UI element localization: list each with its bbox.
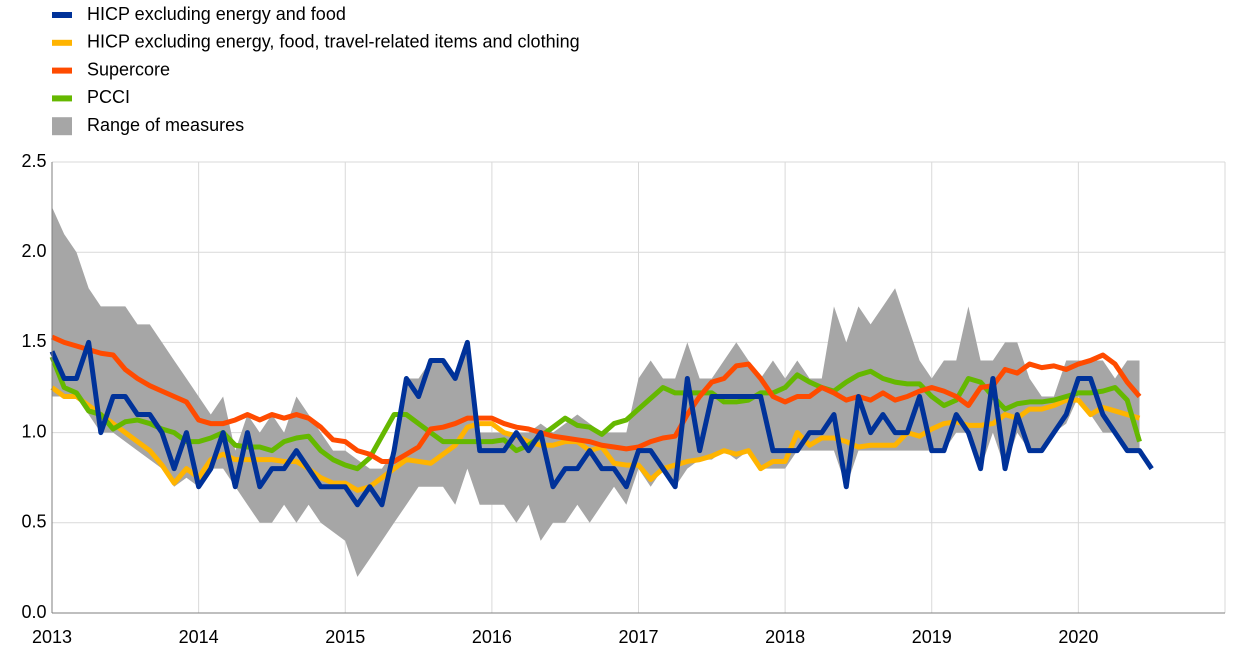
legend-swatch: [52, 12, 72, 18]
series-line: [49, 339, 1154, 508]
legend-swatch: [52, 95, 72, 102]
series-line: [50, 385, 1141, 493]
x-tick-label: 2015: [325, 627, 365, 647]
legend-label: PCCI: [87, 87, 130, 107]
x-tick-label: 2013: [32, 627, 72, 647]
x-tick-label: 2017: [618, 627, 658, 647]
legend-swatch: [52, 67, 72, 74]
y-tick-label: 2.0: [21, 241, 46, 261]
x-tick-label: 2018: [765, 627, 805, 647]
legend-label: HICP excluding energy, food, travel-rela…: [87, 32, 580, 52]
x-tick-label: 2016: [472, 627, 512, 647]
legend-label: Range of measures: [87, 115, 244, 135]
legend-label: Supercore: [87, 59, 170, 79]
y-tick-label: 1.5: [21, 331, 46, 351]
x-tick-label: 2014: [179, 627, 219, 647]
legend-swatch: [52, 117, 72, 136]
y-tick-label: 1.0: [21, 421, 46, 441]
y-tick-label: 0.5: [21, 512, 46, 532]
x-tick-label: 2020: [1058, 627, 1098, 647]
y-tick-label: 2.5: [21, 151, 46, 171]
series-line: [50, 334, 1142, 464]
x-tick-label: 2019: [912, 627, 952, 647]
y-tick-label: 0.0: [21, 602, 46, 622]
legend-label: HICP excluding energy and food: [87, 4, 346, 24]
legend-swatch: [52, 39, 72, 46]
